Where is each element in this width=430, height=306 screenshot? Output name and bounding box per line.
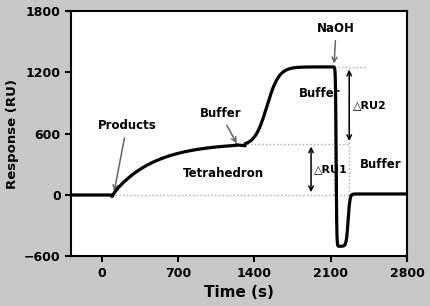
Text: Buffer: Buffer (299, 87, 341, 100)
Text: △RU1: △RU1 (314, 164, 348, 174)
Y-axis label: Response (RU): Response (RU) (6, 79, 18, 188)
Text: △RU2: △RU2 (353, 100, 386, 110)
Text: NaOH: NaOH (317, 22, 355, 62)
Text: Tetrahedron: Tetrahedron (183, 167, 264, 180)
Text: Products: Products (97, 119, 156, 190)
X-axis label: Time (s): Time (s) (204, 285, 274, 300)
Text: Buffer: Buffer (360, 158, 402, 171)
Text: Buffer: Buffer (200, 107, 241, 142)
